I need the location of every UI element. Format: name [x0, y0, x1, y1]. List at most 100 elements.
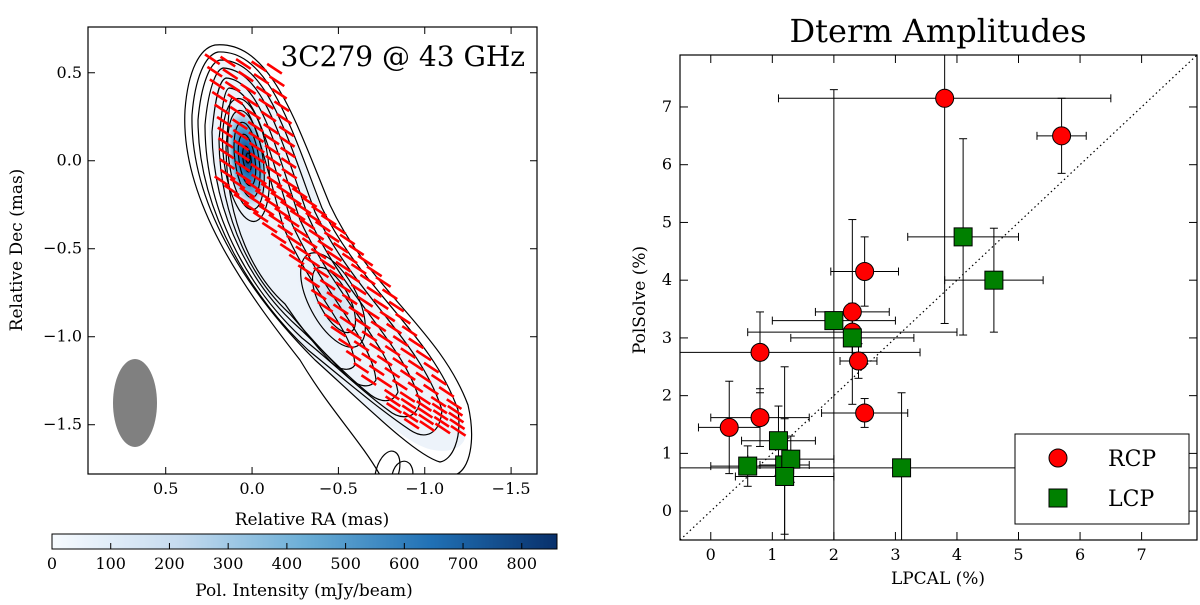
evpa-vector — [330, 325, 347, 338]
evpa-vector — [332, 303, 349, 316]
scatter-xtick-label: 4 — [952, 545, 962, 564]
colorbar-ticks: 0 100 200 300 400 500 600 700 800 — [47, 543, 537, 573]
evpa-vector — [326, 250, 343, 262]
evpa-vector — [335, 281, 352, 294]
evpa-vector — [345, 349, 362, 362]
lcp-point — [781, 449, 801, 469]
colorbar-tick-label: 400 — [272, 554, 303, 573]
evpa-vector — [415, 349, 432, 362]
evpa-vector — [361, 352, 378, 365]
evpa-vector — [266, 62, 283, 75]
scatter-xtick-label: 6 — [1075, 545, 1085, 564]
scatter-xtick-label: 2 — [829, 545, 839, 564]
evpa-vector — [335, 260, 352, 273]
lcp-point — [824, 311, 844, 331]
evpa-vector — [381, 288, 398, 301]
evpa-vector — [394, 312, 412, 325]
evpa-vector — [250, 173, 268, 186]
evpa-vector — [297, 264, 314, 277]
evpa-vector — [357, 254, 374, 267]
evpa-vector — [216, 115, 233, 128]
evpa-vector — [252, 211, 269, 223]
evpa-vector — [432, 409, 449, 422]
evpa-vector — [301, 237, 318, 249]
evpa-vector — [233, 149, 251, 162]
evpa-vector — [260, 182, 277, 195]
evpa-vector — [337, 337, 355, 350]
colorbar-tick-label: 700 — [448, 554, 479, 573]
evpa-vector — [403, 417, 420, 430]
evpa-vector — [345, 327, 363, 340]
lcp-point — [842, 328, 862, 348]
evpa-vector — [366, 285, 383, 298]
evpa-vector — [438, 386, 455, 398]
evpa-vector — [339, 315, 356, 328]
evpa-vector — [326, 291, 343, 303]
contour-4 — [204, 67, 421, 418]
evpa-vector — [310, 288, 327, 301]
legend-box — [1014, 433, 1190, 525]
evpa-vector — [392, 335, 409, 347]
map-annotation: 3C279 @ 43 GHz — [280, 40, 525, 73]
scatter-xtick-label: 0 — [706, 545, 716, 564]
evpa-vector — [375, 276, 392, 288]
lcp-point — [768, 431, 788, 451]
evpa-vector — [227, 93, 244, 106]
evpa-vector — [295, 202, 312, 215]
map-xtick-label: −1.5 — [492, 479, 531, 498]
evpa-vector — [270, 191, 287, 204]
scatter-ytick-label: 4 — [662, 270, 672, 289]
evpa-vector — [274, 206, 291, 219]
evpa-vector — [268, 75, 285, 88]
map-ytick-label: −1.5 — [43, 415, 82, 434]
evpa-vector — [407, 359, 424, 372]
rcp-point — [842, 302, 862, 322]
evpa-vector — [360, 374, 377, 387]
scatter-xlabel: LPCAL (%) — [891, 569, 985, 589]
evpa-vector — [248, 131, 265, 144]
legend-lcp-marker — [1048, 488, 1068, 508]
legend-lcp-label: LCP — [1108, 487, 1154, 512]
map-ticks: 0.5 0.0 −0.5 −1.0 −1.5 0.5 0.0 −0.5 −1.0 −1.5 — [43, 27, 537, 498]
evpa-vector — [237, 70, 254, 83]
evpa-vector — [242, 202, 260, 215]
evpa-vector — [311, 205, 328, 217]
evpa-vector — [283, 215, 300, 228]
map-frame — [87, 26, 538, 475]
evpa-vector — [339, 233, 356, 246]
evpa-vector — [366, 265, 383, 278]
evpa-vector — [350, 263, 367, 275]
evpa-vector — [350, 283, 367, 296]
lcp-point — [892, 458, 912, 478]
map-xlabel: Relative RA (mas) — [235, 510, 390, 530]
polarization-map-panel: 0.5 0.0 −0.5 −1.0 −1.5 0.5 0.0 −0.5 −1.0 −1.5 3C2… — [7, 26, 558, 601]
evpa-vector — [434, 422, 451, 435]
evpa-vector — [370, 320, 387, 333]
scatter-frame — [679, 54, 1198, 541]
evpa-vector — [319, 278, 336, 291]
evpa-vector — [383, 388, 400, 401]
evpa-vector — [235, 171, 252, 183]
rcp-point — [1052, 126, 1072, 146]
extended-contour-a — [374, 450, 401, 474]
evpa-vector — [301, 196, 318, 208]
evpa-vector — [234, 160, 251, 173]
map-ytick-label: 0.0 — [57, 151, 82, 170]
colorbar-tick-label: 0 — [47, 554, 57, 573]
evpa-vector — [288, 253, 305, 266]
evpa-vector — [369, 342, 386, 355]
evpa-vector — [348, 305, 365, 318]
evpa-vector — [245, 108, 262, 121]
evpa-vector — [388, 300, 405, 313]
evpa-vector — [353, 362, 370, 374]
scatter-xtick-label: 5 — [1013, 545, 1023, 564]
evpa-vector — [401, 325, 418, 337]
evpa-vector — [219, 158, 236, 171]
evpa-vector — [242, 95, 259, 108]
evpa-vector — [299, 218, 316, 231]
scatter-ytick-label: 1 — [662, 443, 672, 462]
evpa-vector — [232, 128, 249, 141]
map-xtick-label: −1.0 — [405, 479, 444, 498]
colorbar-tick-label: 800 — [506, 554, 537, 573]
evpa-vector — [265, 154, 282, 167]
